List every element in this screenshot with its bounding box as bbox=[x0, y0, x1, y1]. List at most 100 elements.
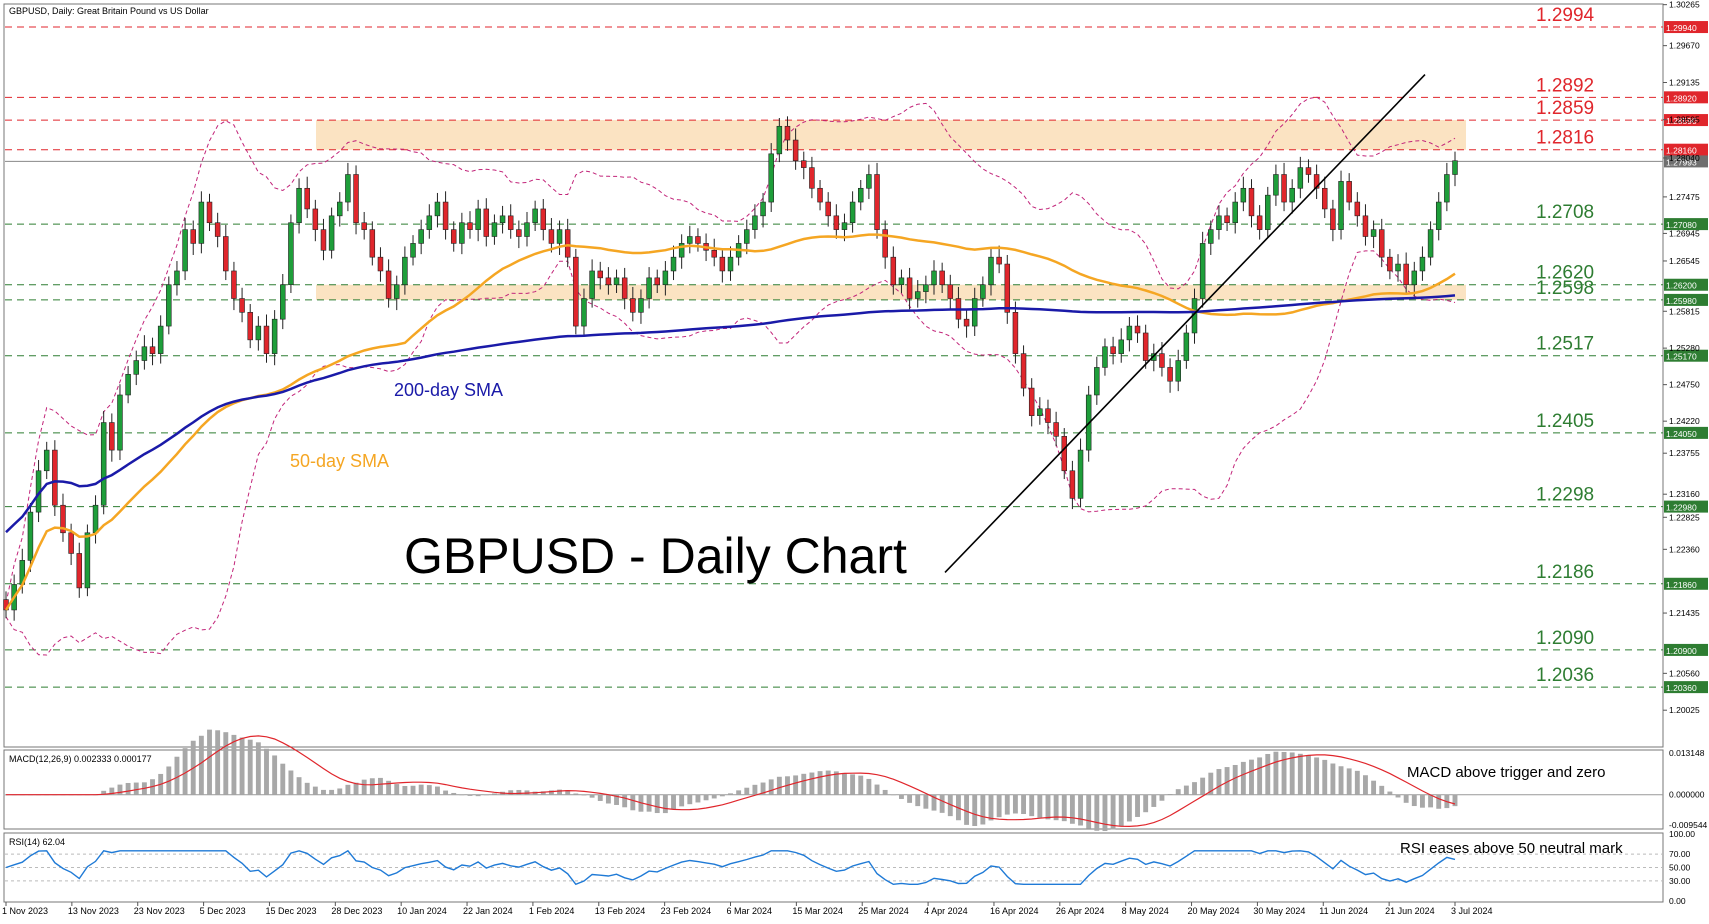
price-tick-label-7: 1.26545 bbox=[1669, 256, 1700, 266]
candle-body-103 bbox=[841, 222, 848, 230]
candle-body-132 bbox=[1077, 449, 1084, 499]
macd-bar-119 bbox=[972, 794, 978, 827]
candle-body-72 bbox=[589, 270, 595, 299]
candle-body-89 bbox=[727, 256, 734, 272]
candle-body-124 bbox=[1012, 311, 1019, 354]
candle-body-20 bbox=[166, 284, 172, 327]
macd-bar-158 bbox=[1289, 752, 1295, 795]
price-tick-label-3: 1.28595 bbox=[1669, 115, 1700, 125]
macd-bar-110 bbox=[899, 794, 904, 799]
candle-body-58 bbox=[475, 208, 481, 230]
macd-bar-42 bbox=[345, 784, 351, 795]
candle-body-164 bbox=[1338, 181, 1344, 230]
candle-body-154 bbox=[1256, 215, 1263, 230]
candle-body-3 bbox=[27, 511, 34, 561]
level-label-5: 1.2620 bbox=[1536, 263, 1594, 284]
candle-body-123 bbox=[1004, 263, 1011, 313]
macd-bar-114 bbox=[931, 794, 937, 811]
candle-body-21 bbox=[174, 270, 180, 286]
candle-body-9 bbox=[76, 553, 83, 589]
level-label-9: 1.2298 bbox=[1536, 485, 1594, 506]
candle-body-91 bbox=[744, 229, 750, 244]
macd-tick-label-2: -0.009544 bbox=[1669, 820, 1708, 830]
candle-body-121 bbox=[988, 256, 994, 286]
candle-body-82 bbox=[670, 256, 677, 272]
macd-bar-104 bbox=[850, 774, 856, 795]
time-tick-label-4: 15 Dec 2023 bbox=[265, 906, 316, 916]
macd-bar-84 bbox=[687, 794, 693, 805]
candle-body-160 bbox=[1305, 167, 1312, 175]
candle-body-162 bbox=[1322, 187, 1328, 210]
level-label-8: 1.2405 bbox=[1536, 411, 1594, 432]
macd-bar-79 bbox=[646, 794, 652, 812]
macd-bar-166 bbox=[1354, 770, 1360, 795]
macd-bar-157 bbox=[1281, 751, 1287, 795]
macd-bar-136 bbox=[1110, 794, 1116, 830]
candle-body-12 bbox=[100, 422, 107, 506]
candle-body-109 bbox=[890, 256, 897, 286]
macd-bar-132 bbox=[1078, 794, 1083, 826]
rsi-tick-label-4: 0.00 bbox=[1669, 896, 1686, 906]
candle-body-19 bbox=[157, 325, 164, 354]
macd-bar-50 bbox=[410, 785, 416, 795]
macd-bar-80 bbox=[654, 794, 660, 814]
candle-body-76 bbox=[621, 277, 628, 299]
macd-bar-32 bbox=[264, 748, 269, 795]
candle-body-169 bbox=[1378, 229, 1385, 258]
candle-body-99 bbox=[809, 167, 815, 189]
sma50-label: 50-day SMA bbox=[290, 451, 389, 471]
candle-body-126 bbox=[1028, 387, 1035, 416]
candle-body-98 bbox=[801, 160, 807, 168]
candle-body-52 bbox=[426, 215, 433, 230]
candle-body-33 bbox=[271, 318, 278, 354]
candle-body-108 bbox=[882, 229, 888, 258]
macd-bar-55 bbox=[451, 792, 457, 795]
current-price-tag-bg bbox=[1664, 155, 1708, 168]
macd-bar-47 bbox=[386, 780, 392, 795]
time-tick-label-10: 23 Feb 2024 bbox=[661, 906, 712, 916]
macd-bar-125 bbox=[1021, 794, 1026, 815]
price-panel-frame bbox=[3, 3, 1664, 748]
macd-bar-133 bbox=[1086, 794, 1092, 829]
candle-body-11 bbox=[92, 504, 99, 534]
candle-body-41 bbox=[337, 201, 343, 217]
candle-body-152 bbox=[1240, 187, 1247, 203]
time-tick-label-19: 30 May 2024 bbox=[1253, 906, 1305, 916]
candle-body-63 bbox=[516, 229, 522, 237]
rsi-tick-label-0: 100.00 bbox=[1669, 829, 1695, 839]
macd-bar-36 bbox=[296, 777, 302, 795]
time-tick-label-8: 1 Feb 2024 bbox=[529, 906, 575, 916]
candle-body-170 bbox=[1387, 256, 1393, 272]
macd-bar-160 bbox=[1306, 755, 1311, 795]
candle-body-46 bbox=[377, 256, 384, 272]
level-label-1: 1.2892 bbox=[1536, 75, 1594, 96]
candle-body-23 bbox=[190, 229, 196, 244]
price-tick-label-4: 1.28040 bbox=[1669, 153, 1700, 163]
candle-body-119 bbox=[971, 298, 978, 327]
time-tick-label-2: 23 Nov 2023 bbox=[134, 906, 185, 916]
macd-bar-171 bbox=[1395, 794, 1401, 798]
macd-bar-86 bbox=[703, 794, 709, 801]
macd-bar-95 bbox=[776, 776, 782, 795]
price-tick-label-15: 1.22360 bbox=[1669, 544, 1700, 554]
macd-bar-54 bbox=[443, 790, 449, 795]
candle-body-111 bbox=[906, 277, 913, 299]
macd-tick-label-1: 0.000000 bbox=[1669, 790, 1705, 800]
macd-bar-45 bbox=[369, 778, 375, 795]
candle-body-165 bbox=[1346, 181, 1352, 203]
candle-body-54 bbox=[442, 201, 449, 230]
candle-body-34 bbox=[280, 284, 286, 320]
candle-body-134 bbox=[1094, 367, 1100, 396]
macd-bar-13 bbox=[109, 787, 115, 795]
time-tick-label-15: 16 Apr 2024 bbox=[990, 906, 1039, 916]
candle-body-10 bbox=[84, 532, 91, 589]
macd-bar-108 bbox=[882, 789, 888, 795]
price-tick-label-0: 1.30265 bbox=[1669, 0, 1700, 10]
macd-bar-115 bbox=[939, 794, 945, 813]
candle-body-107 bbox=[874, 174, 880, 230]
candle-body-139 bbox=[1134, 325, 1141, 334]
macd-bar-26 bbox=[215, 730, 221, 795]
level-tag-5: 1.26200 bbox=[1666, 281, 1697, 291]
macd-bar-43 bbox=[353, 782, 359, 795]
macd-bar-140 bbox=[1143, 794, 1149, 813]
